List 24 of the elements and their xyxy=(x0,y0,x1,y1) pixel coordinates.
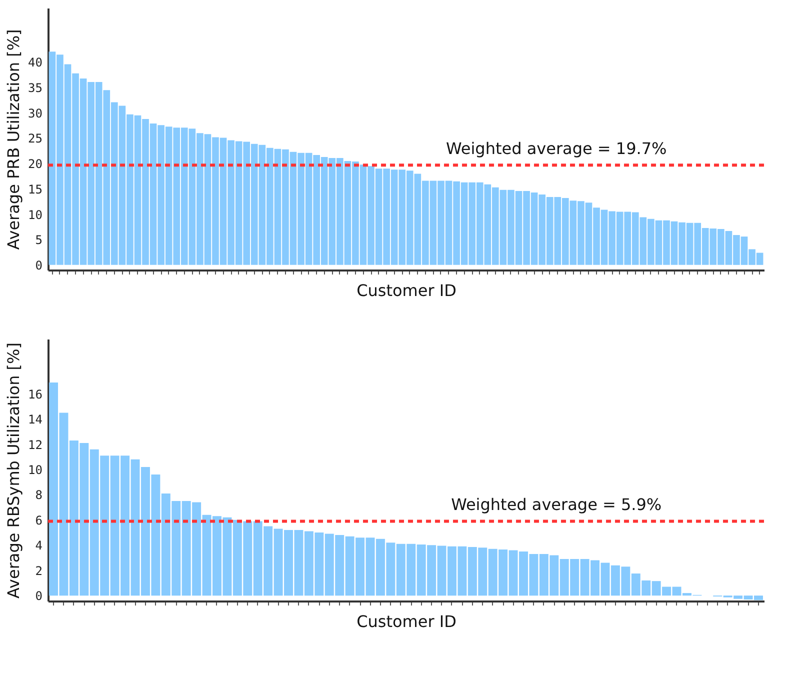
ref-line-label: Weighted average = 19.7% xyxy=(446,139,667,158)
y-tick-label: 35 xyxy=(28,81,42,96)
y-tick-label: 0 xyxy=(35,589,42,604)
x-axis-title: Customer ID xyxy=(356,281,456,300)
y-tick-label: 0 xyxy=(35,258,42,272)
y-tick-label: 30 xyxy=(28,106,42,120)
y-tick-label: 10 xyxy=(28,208,42,222)
y-tick-label: 10 xyxy=(28,462,42,477)
y-tick-label: 8 xyxy=(35,488,42,502)
y-tick-label: 40 xyxy=(28,56,42,70)
y-tick-label: 6 xyxy=(35,513,42,528)
y-tick-label: 5 xyxy=(35,233,42,248)
x-axis-title: Customer ID xyxy=(356,612,456,631)
y-tick-label: 16 xyxy=(28,387,42,402)
ref-line-label: Weighted average = 5.9% xyxy=(451,495,662,514)
y-tick-label: 12 xyxy=(28,438,42,452)
y-tick-label: 25 xyxy=(28,132,42,146)
y-tick-label: 20 xyxy=(28,157,42,172)
y-tick-label: 2 xyxy=(35,564,42,578)
y-tick-label: 4 xyxy=(35,538,42,553)
y-axis-title: Average RBSymb Utilization [%] xyxy=(4,342,24,598)
y-axis-title: Average PRB Utilization [%] xyxy=(4,29,24,250)
y-tick-label: 14 xyxy=(28,412,42,427)
y-tick-label: 15 xyxy=(28,182,42,196)
